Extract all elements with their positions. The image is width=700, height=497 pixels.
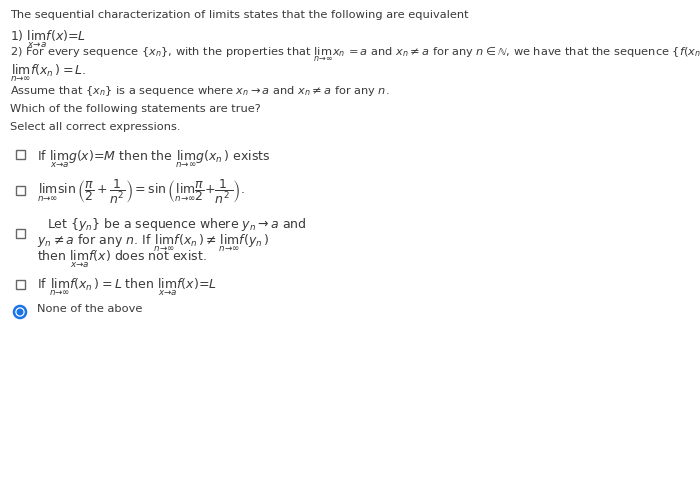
Text: Let $\{y_n\}$ be a sequence where $y_n \to a$ and: Let $\{y_n\}$ be a sequence where $y_n \… (47, 216, 307, 233)
Text: Assume that $\{x_n\}$ is a sequence where $x_n \to a$ and $x_n \neq a$ for any $: Assume that $\{x_n\}$ is a sequence wher… (10, 84, 390, 98)
Bar (15, 229, 24, 238)
Bar (15, 185, 24, 194)
Text: Which of the following statements are true?: Which of the following statements are tr… (10, 104, 260, 114)
Text: then $\lim_{x \to a} f(x)$ does not exist.: then $\lim_{x \to a} f(x)$ does not exis… (37, 248, 207, 270)
Text: $\lim_{n \to \infty} \sin\left(\dfrac{\pi}{2} + \dfrac{1}{n^2}\right) = \sin\lef: $\lim_{n \to \infty} \sin\left(\dfrac{\p… (37, 178, 245, 206)
Text: $y_n \neq a$ for any $n$. If $\lim_{n \to \infty} f(x_n) \neq \lim_{n \to \infty: $y_n \neq a$ for any $n$. If $\lim_{n \t… (37, 232, 270, 254)
Text: The sequential characterization of limits states that the following are equivale: The sequential characterization of limit… (10, 10, 468, 20)
Text: If $\lim_{n \to \infty} f(x_n) = L$ then $\lim_{x \to a} f(x) = L$: If $\lim_{n \to \infty} f(x_n) = L$ then… (37, 276, 217, 298)
Text: $\lim_{n \to \infty} f(x_n) = L.$: $\lim_{n \to \infty} f(x_n) = L.$ (10, 62, 87, 84)
Bar (15, 150, 24, 159)
Circle shape (17, 309, 24, 316)
Text: 2) For every sequence $\{x_n\}$, with the properties that $\lim_{n \to \infty} x: 2) For every sequence $\{x_n\}$, with th… (10, 46, 700, 64)
Text: If $\lim_{x \to a} g(x) = M$ then the $\lim_{n \to \infty} g(x_n)$ exists: If $\lim_{x \to a} g(x) = M$ then the $\… (37, 148, 270, 170)
Text: 1) $\lim_{x \to a} f(x) = L$: 1) $\lim_{x \to a} f(x) = L$ (10, 28, 86, 50)
Text: None of the above: None of the above (37, 304, 142, 314)
Circle shape (14, 306, 26, 318)
Bar (15, 279, 24, 288)
Text: Select all correct expressions.: Select all correct expressions. (10, 122, 181, 132)
